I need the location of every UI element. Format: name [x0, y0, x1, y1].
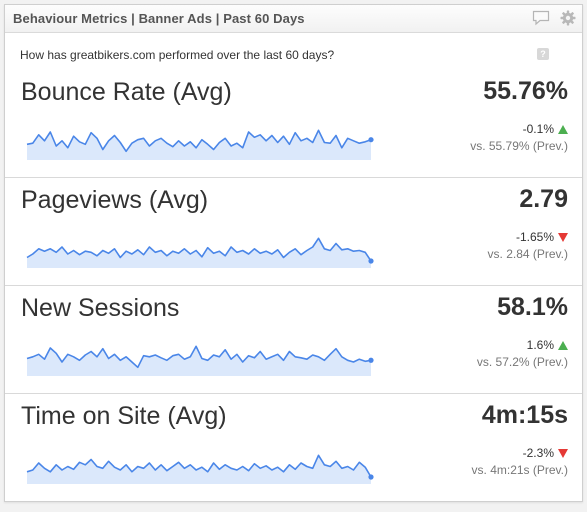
metric-label: Bounce Rate (Avg) [21, 78, 232, 106]
previous-value: vs. 57.2% (Prev.) [476, 355, 568, 369]
change-value: 1.6% [526, 338, 554, 352]
metrics-widget: Behaviour Metrics | Banner Ads | Past 60… [4, 4, 583, 502]
metric-change: -1.65% [516, 230, 568, 244]
previous-value: vs. 4m:21s (Prev.) [471, 463, 568, 477]
help-icon[interactable]: ? [537, 48, 549, 60]
metric-change: -2.3% [523, 446, 568, 460]
change-value: -0.1% [522, 122, 554, 136]
sparkline [26, 345, 374, 376]
sparkline-line [26, 237, 372, 262]
sparkline-line [26, 129, 372, 153]
metric-value: 58.1% [497, 293, 568, 321]
sparkline-end-point [368, 357, 374, 363]
sparkline-end-point [368, 258, 374, 264]
metric-value: 4m:15s [481, 401, 568, 429]
metric-value: 55.76% [483, 77, 568, 105]
sparkline-area [27, 455, 371, 484]
sparkline-line [26, 345, 372, 369]
sparkline-line [26, 454, 372, 478]
metric-pageviews: Pageviews (Avg) 2.79 -1.65% vs. 2.84 (Pr… [5, 178, 582, 286]
metric-time-on-site: Time on Site (Avg) 4m:15s -2.3% vs. 4m:2… [5, 394, 582, 502]
change-value: -1.65% [515, 230, 554, 244]
trend-down-icon [558, 232, 568, 242]
metric-label: Time on Site (Avg) [21, 402, 227, 430]
widget-header: Behaviour Metrics | Banner Ads | Past 60… [5, 5, 582, 33]
metric-value: 2.79 [519, 185, 568, 213]
sparkline-end-point [368, 137, 374, 143]
sparkline-area [27, 130, 371, 160]
sparkline-area [27, 238, 371, 268]
sparkline-area [27, 346, 371, 376]
sparkline-end-point [368, 474, 374, 480]
trend-up-icon [558, 124, 568, 134]
trend-down-icon [558, 448, 568, 458]
change-value: -2.3% [522, 446, 554, 460]
metric-bounce-rate: Bounce Rate (Avg) 55.76% -0.1% vs. 55.79… [5, 70, 582, 178]
speech-bubble-icon[interactable] [532, 10, 550, 26]
widget-title: Behaviour Metrics | Banner Ads | Past 60… [13, 11, 305, 26]
previous-value: vs. 55.79% (Prev.) [470, 139, 568, 153]
previous-value: vs. 2.84 (Prev.) [487, 247, 568, 261]
metric-new-sessions: New Sessions 58.1% 1.6% vs. 57.2% (Prev.… [5, 286, 582, 394]
metric-change: -0.1% [523, 122, 568, 136]
gear-icon[interactable] [560, 10, 576, 26]
sparkline [26, 237, 374, 268]
trend-up-icon [558, 340, 568, 350]
metric-label: Pageviews (Avg) [21, 186, 209, 214]
metric-label: New Sessions [21, 294, 180, 322]
sparkline [26, 454, 374, 484]
metric-change: 1.6% [527, 338, 568, 352]
widget-subtitle: How has greatbikers.com performed over t… [20, 48, 335, 62]
sparkline [26, 129, 374, 160]
